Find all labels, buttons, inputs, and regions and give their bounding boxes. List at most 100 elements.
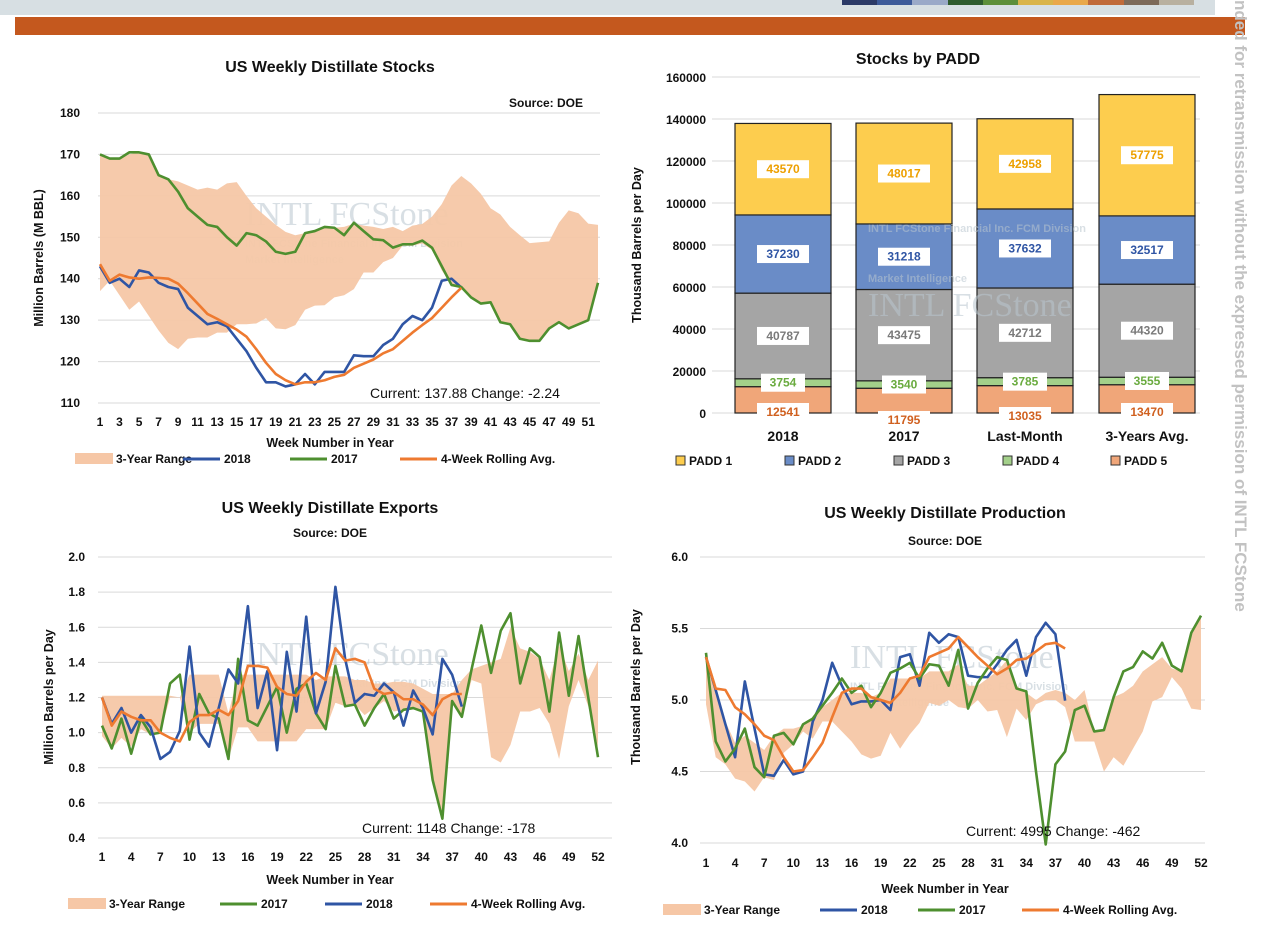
x-tick-label: 13: [816, 856, 830, 870]
x-tick-label: 35: [425, 415, 439, 429]
watermark-line2: Market Intelligence: [868, 273, 967, 285]
y-axis-label: Million Barrels (M BBL): [32, 189, 46, 327]
x-tick-label: 43: [504, 850, 518, 864]
series-line-2018: [98, 265, 463, 388]
data-label-box: [757, 245, 809, 264]
x-tick-label: 16: [241, 850, 255, 864]
x-tick-label: 11: [191, 415, 204, 429]
y-tick-label: 0.4: [68, 831, 85, 845]
watermark: INTL FCStone INTL FCStone Financial Inc. …: [868, 223, 1086, 324]
data-label-box: [878, 326, 930, 345]
legend-label: PADD 1: [689, 454, 732, 468]
x-tick-label: 21: [289, 415, 303, 429]
legend-label: 2018: [366, 897, 393, 911]
data-label: 44320: [1130, 324, 1164, 338]
chart-source: Source: DOE: [908, 534, 982, 548]
data-label-box: [757, 326, 809, 345]
legend-swatch-range: [75, 453, 113, 464]
stacked-bar-chart: Stocks by PADD 0 20000 40000 60000 80000 10000…: [630, 51, 1200, 468]
data-label: 57775: [1130, 148, 1164, 162]
x-tick-label: 51: [582, 415, 596, 429]
data-label: 31218: [887, 250, 921, 264]
x-tick-label: 37: [445, 415, 459, 429]
x-tick-label: 10: [183, 850, 197, 864]
y-tick-label: 100000: [666, 197, 706, 211]
legend: 3-Year Range 2017 2018 4-Week Rolling Avg.: [68, 897, 585, 911]
x-tick-label: 40: [1078, 856, 1092, 870]
y-tick-label: 40000: [673, 323, 707, 337]
data-label: 3555: [1134, 374, 1161, 388]
x-tick-label: 47: [542, 415, 556, 429]
data-label: 42712: [1008, 326, 1042, 340]
x-tick-label: 13: [210, 415, 224, 429]
data-label-box: [878, 164, 930, 183]
x-tick-label: 46: [1136, 856, 1150, 870]
x-tick-label: 17: [250, 415, 264, 429]
y-tick-label: 20000: [673, 365, 707, 379]
y-tick-label: 120: [60, 355, 80, 369]
current-change-annotation: Current: 137.88 Change: -2.24: [370, 385, 560, 401]
x-tick-label: 40: [475, 850, 489, 864]
data-label-box: [1121, 321, 1173, 340]
legend-swatch: [1002, 455, 1013, 466]
x-tick-label: 22: [300, 850, 314, 864]
x-tick-label: 25: [932, 856, 946, 870]
legend-label: 4-Week Rolling Avg.: [471, 897, 585, 911]
legend-label: 4-Week Rolling Avg.: [441, 452, 555, 466]
y-tick-label: 180: [60, 106, 80, 120]
x-tick-label: 31: [387, 850, 401, 864]
data-label-box: [999, 239, 1051, 258]
x-tick-label: 39: [464, 415, 478, 429]
x-tick-label: 46: [533, 850, 547, 864]
legend-label: 3-Year Range: [704, 903, 780, 917]
y-tick-label: 1.6: [68, 620, 85, 634]
legend-label: 2017: [959, 903, 986, 917]
x-tick-label: 3: [116, 415, 123, 429]
x-tick-label: 4: [732, 856, 739, 870]
y-tick-label: 0.8: [68, 761, 85, 775]
y-tick-label: 110: [61, 396, 81, 410]
x-tick-label: 25: [329, 850, 343, 864]
x-tick-label: 19: [269, 415, 283, 429]
y-tick-label: 160: [60, 189, 80, 203]
y-tick-label: 130: [60, 313, 80, 327]
range-band: [706, 615, 1201, 792]
data-label-box: [999, 154, 1051, 173]
y-tick-label: 6.0: [671, 550, 688, 564]
x-tick-label: 49: [562, 850, 576, 864]
y-tick-label: 80000: [673, 239, 707, 253]
data-label: 13470: [1130, 405, 1164, 419]
data-label: 37230: [766, 247, 800, 261]
x-tick-label: 1: [99, 850, 106, 864]
x-tick-label: 25: [328, 415, 342, 429]
legend-swatch: [784, 455, 795, 466]
data-label-box: [761, 373, 805, 392]
x-tick-label: 49: [562, 415, 576, 429]
line-chart-2: US Weekly Distillate Exports Source: DOE 0…: [42, 500, 612, 911]
y-tick-label: 140: [60, 272, 80, 286]
x-tick-label: 16: [845, 856, 859, 870]
chart-title: Stocks by PADD: [856, 51, 980, 68]
y-axis-label: Thousand Barrels per Day: [629, 609, 643, 765]
x-tick-label: 43: [503, 415, 517, 429]
x-tick-label: 9: [175, 415, 182, 429]
series-line-2018: [100, 585, 464, 761]
y-tick-label: 120000: [666, 155, 706, 169]
y-axis-label: Million Barrels per Day: [42, 629, 56, 765]
legend-label: 2017: [261, 897, 288, 911]
data-label-box: [1121, 241, 1173, 260]
watermark-line1: INTL FCStone Financial Inc. FCM Division: [868, 223, 1086, 235]
x-tick-label: 13: [212, 850, 226, 864]
legend-swatch: [675, 455, 686, 466]
y-tick-label: 4.5: [671, 765, 688, 779]
legend-label: 2018: [224, 452, 251, 466]
y-axis-label: Thousand Barrels per Day: [630, 167, 644, 323]
data-label: 40787: [766, 329, 800, 343]
x-tick-label: 45: [523, 415, 537, 429]
series-line-2017: [100, 611, 600, 820]
series-line-2017: [99, 151, 600, 343]
x-tick-label: 37: [1049, 856, 1063, 870]
data-label: 43570: [766, 162, 800, 176]
y-tick-label: 140000: [666, 113, 706, 127]
